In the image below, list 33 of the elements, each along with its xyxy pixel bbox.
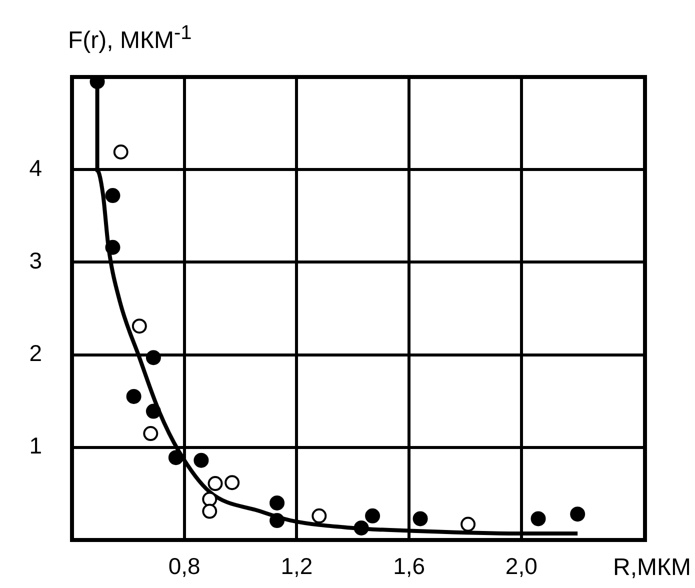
y-tick-label: 3 (29, 248, 42, 274)
point (105, 188, 120, 204)
x-axis-title: R,МКМ (613, 554, 691, 582)
point (570, 506, 586, 522)
x-tick-label: 2,0 (505, 553, 538, 580)
point (208, 476, 223, 492)
y-tick-label: 4 (29, 154, 42, 181)
point (202, 504, 218, 519)
point (412, 511, 428, 526)
x-tick-label: 1,2 (280, 553, 313, 580)
point (132, 318, 147, 334)
point (224, 475, 240, 490)
point (270, 495, 285, 510)
x-tick-label: 0,8 (168, 553, 200, 580)
point (530, 511, 546, 526)
point (312, 508, 327, 524)
x-tick-label: 1,6 (393, 553, 426, 580)
point (143, 426, 158, 442)
point (270, 513, 285, 528)
y-tick-label: 2 (29, 340, 42, 366)
point (460, 516, 476, 532)
point (126, 388, 142, 404)
point (365, 508, 380, 524)
point (168, 450, 184, 466)
point (113, 144, 128, 160)
y-tick-label: 1 (29, 432, 42, 459)
y-axis-title: F(r), МКМ$^{-1}$ (68, 22, 192, 55)
point (146, 350, 161, 366)
point (146, 404, 161, 419)
point (194, 452, 209, 468)
point (105, 240, 120, 255)
point (354, 520, 369, 536)
point (202, 492, 218, 507)
